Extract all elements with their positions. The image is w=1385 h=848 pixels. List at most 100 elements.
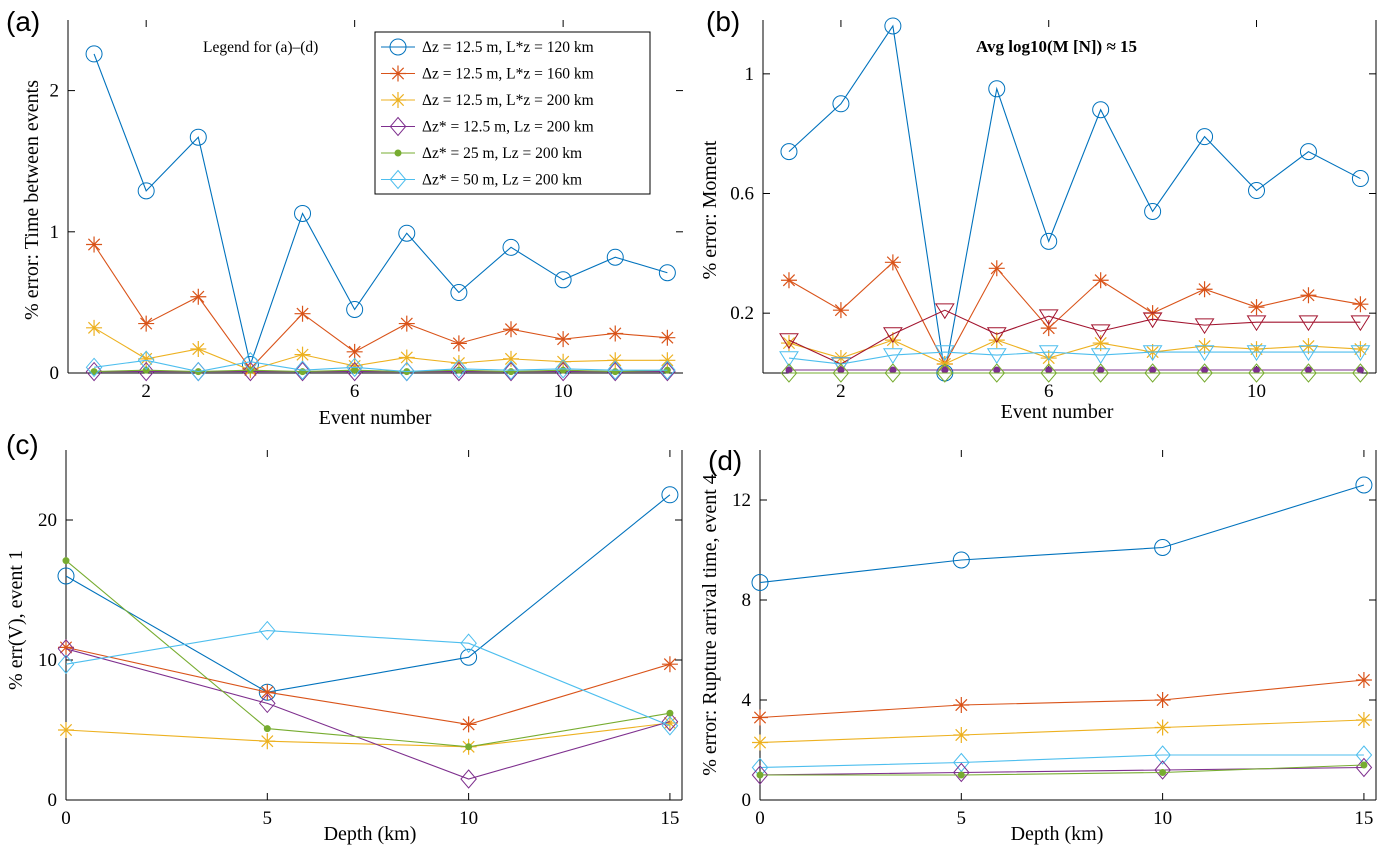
data-point [884,254,901,271]
data-point [450,358,468,379]
data-point [242,351,259,372]
y-tick-label: 0 [742,790,752,811]
series-line [788,339,1361,365]
legend-entry-label: Δz = 12.5 m, L*z = 200 km [422,92,594,109]
data-point [606,248,624,266]
legend-entry-label: Δz* = 12.5 m, Lz = 200 km [422,119,594,136]
data-point [137,350,155,371]
x-tick-label: 15 [660,808,679,829]
data-point [1092,101,1110,119]
data-point [607,352,624,369]
data-point [502,360,520,380]
data-point [189,361,207,382]
data-point [785,366,793,374]
data-point [294,361,311,382]
data-point [1154,539,1172,556]
data-point [554,358,572,379]
data-point [86,236,103,253]
data-point [1196,128,1214,146]
data-point [1248,182,1266,200]
data-point [661,715,678,731]
series-line [93,327,668,371]
series-line [760,764,1364,776]
data-point [953,697,970,713]
x-tick-label: 2 [141,381,151,402]
series-line [93,359,668,373]
data-point [1300,363,1317,383]
data-point [832,302,849,319]
data-point [138,315,155,332]
y-tick-label: 1 [745,64,755,85]
legend-marker [389,169,407,190]
data-point [780,143,798,161]
x-tick-label: 0 [755,808,765,829]
data-point [884,363,902,383]
data-point [85,45,103,63]
plot-b: 2 6 10 0.2 0.6 1 [730,17,1377,402]
data-point [934,303,955,320]
series-line [65,560,671,748]
y-tick-label: 20 [38,510,57,531]
data-point [398,224,416,242]
data-point [780,363,798,383]
data-point [503,350,520,367]
data-point [1253,366,1261,374]
data-point [1299,143,1317,161]
series-line [65,722,670,748]
data-point [1350,315,1371,332]
series-line [788,309,1361,365]
data-point [751,765,769,785]
data-point [988,363,1006,383]
series-line [65,646,671,725]
data-point [1097,366,1105,374]
series-line [788,351,1361,365]
series-line [788,261,1361,366]
data-point [85,361,103,382]
data-point [503,321,520,338]
y-tick-label: 0 [48,790,58,811]
data-point [1149,366,1157,374]
data-point [941,366,949,374]
data-point [1304,366,1312,374]
data-point [837,366,845,374]
y-axis-label-c: % err(V), event 1 [5,550,27,690]
data-point [934,345,955,362]
data-point [779,333,799,350]
data-point [1144,202,1162,220]
data-point [659,360,676,380]
legend-entry-label: Δz* = 50 m, Lz = 200 km [422,172,582,189]
data-point [555,353,572,370]
legend-entry-label: Δz = 12.5 m, L*z = 120 km [422,39,594,56]
data-point [953,752,970,773]
series-line [759,754,1364,769]
legend-marker [390,65,406,82]
x-axis-label-b: Event number [1001,401,1114,423]
panel-label-d: (d) [708,445,742,476]
x-tick-label: 6 [350,381,360,402]
data-point [1038,345,1059,362]
data-point [988,260,1005,277]
data-point [1196,281,1213,298]
x-tick-label: 5 [263,808,273,829]
data-point [1194,345,1215,362]
panel-label-b: (b) [706,6,740,37]
data-point [1355,712,1372,728]
data-point [1142,345,1163,362]
y-axis-label-d: % error: Rupture arrival time, event 4 [699,474,721,776]
legend-marker [394,149,402,157]
data-point [259,693,276,714]
data-point [661,656,678,673]
data-point [1040,320,1057,337]
data-point [607,325,624,342]
data-point [1350,345,1371,362]
data-point [1352,363,1369,383]
data-point [1360,761,1368,769]
data-point [1246,315,1267,332]
data-point [555,331,572,348]
panel-label-a: (a) [6,6,40,37]
data-point [832,95,850,113]
data-point [1154,692,1171,708]
x-axis-label-c: Depth (km) [324,823,417,845]
plot-a: 2 6 10 0 1 2 [50,20,683,402]
